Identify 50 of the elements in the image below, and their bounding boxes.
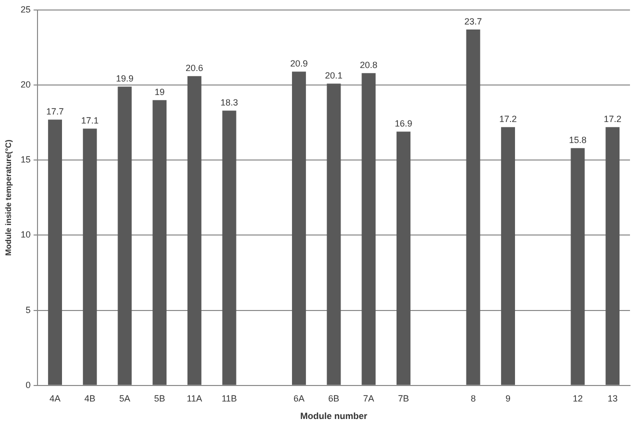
data-label: 20.9 xyxy=(290,58,308,69)
x-tick-label: 8 xyxy=(470,393,476,404)
bar xyxy=(570,148,585,385)
x-tick-label: 7A xyxy=(363,393,374,404)
bar xyxy=(292,72,306,385)
bar xyxy=(466,30,480,385)
x-tick-label: 7B xyxy=(398,393,410,404)
data-label: 19 xyxy=(154,87,165,98)
y-tick-label: 10 xyxy=(20,230,31,240)
data-label: 17.1 xyxy=(81,116,99,126)
x-tick-label: 4A xyxy=(50,393,61,404)
data-label: 17.2 xyxy=(604,114,622,124)
y-tick-label: 15 xyxy=(20,154,31,165)
bar xyxy=(118,86,132,385)
bar xyxy=(222,110,236,385)
bar xyxy=(326,84,341,385)
data-label: 20.1 xyxy=(325,70,343,81)
data-label: 16.9 xyxy=(394,118,412,129)
bar xyxy=(48,120,62,385)
bar xyxy=(82,128,97,385)
data-label: 17.7 xyxy=(46,106,64,117)
data-label: 15.8 xyxy=(568,135,586,146)
data-label: 17.2 xyxy=(499,114,517,124)
x-tick-label: 9 xyxy=(506,393,511,404)
data-label: 18.3 xyxy=(220,98,238,108)
x-tick-label: 11A xyxy=(186,393,202,404)
bar xyxy=(606,127,620,385)
data-label: 19.9 xyxy=(116,74,134,84)
x-tick-label: 5A xyxy=(119,393,130,404)
x-tick-label: 6B xyxy=(328,393,340,404)
x-tick-label: 5B xyxy=(154,393,166,404)
x-axis-title: Module number xyxy=(300,411,368,422)
x-tick-label: 6A xyxy=(293,393,304,404)
y-tick-label: 0 xyxy=(26,380,31,390)
bar xyxy=(362,73,376,385)
bar xyxy=(396,132,410,385)
y-tick-label: 5 xyxy=(26,304,31,315)
data-label: 20.8 xyxy=(360,60,378,70)
x-tick-label: 11B xyxy=(222,393,237,404)
x-tick-label: 13 xyxy=(608,393,618,404)
bar xyxy=(501,127,516,385)
data-label: 20.6 xyxy=(186,63,204,74)
x-tick-label: 4B xyxy=(84,393,96,404)
bar xyxy=(152,100,167,385)
y-axis-title: Module inside temperature(°C) xyxy=(4,139,14,256)
y-tick-label: 20 xyxy=(20,80,31,90)
data-label: 23.7 xyxy=(464,16,482,27)
x-tick-label: 12 xyxy=(572,393,583,404)
y-tick-label: 25 xyxy=(20,4,31,14)
bar xyxy=(187,76,202,385)
